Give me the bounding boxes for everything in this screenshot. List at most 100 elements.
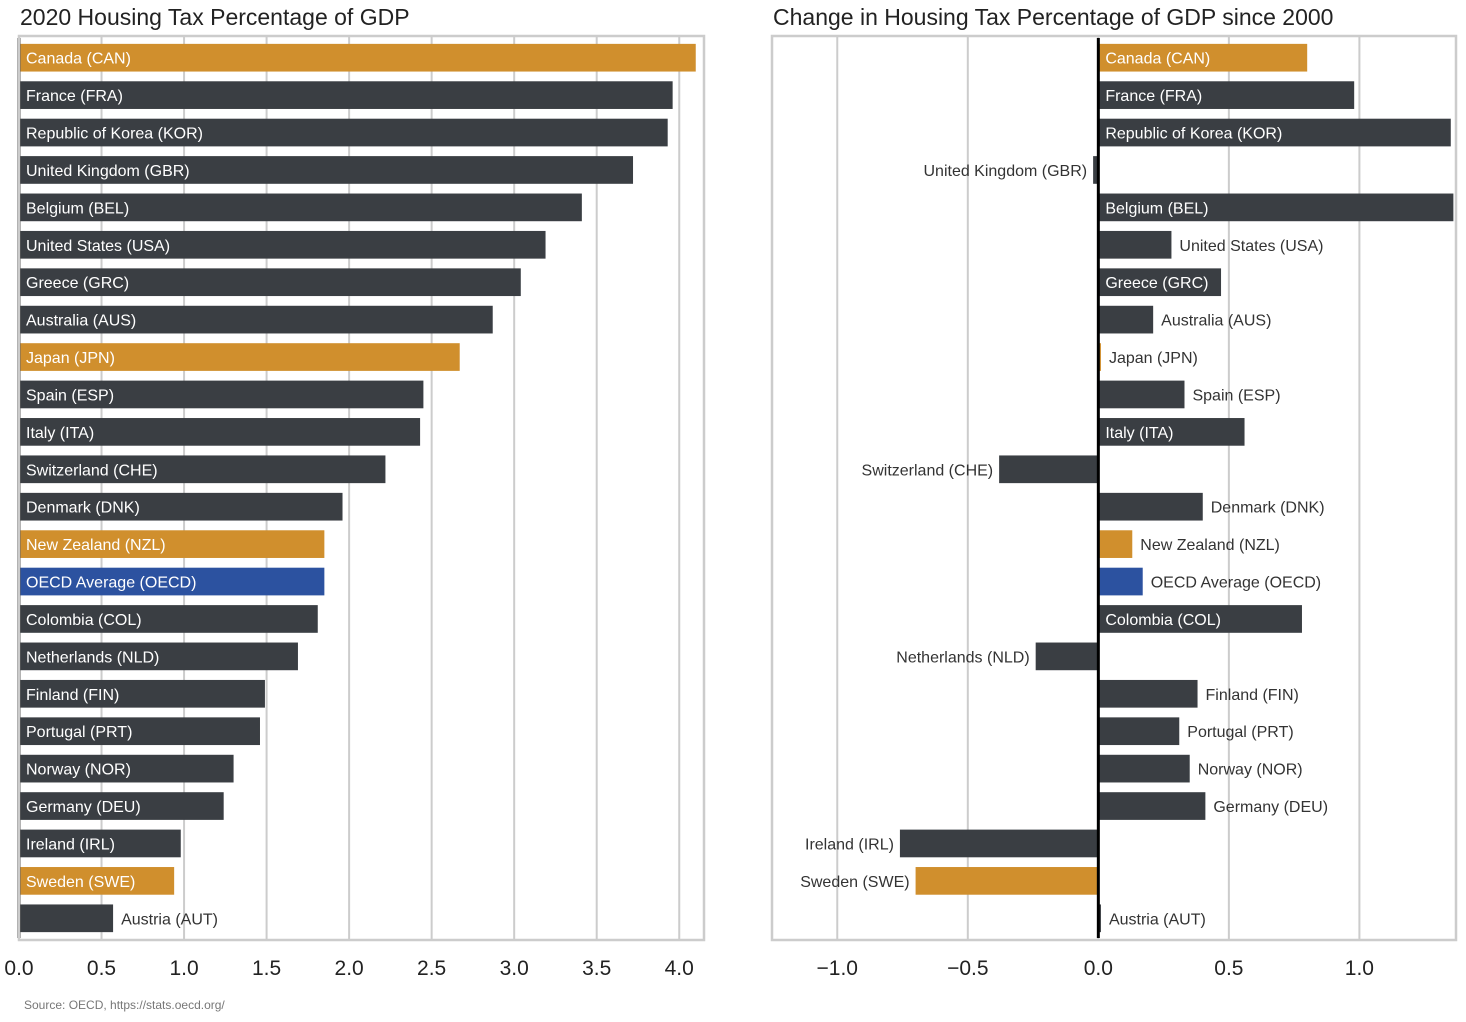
left-plot-frame <box>17 34 706 942</box>
right-bar-label: Japan (JPN) <box>1109 350 1198 367</box>
left-xtick-label: 2.5 <box>417 957 446 980</box>
right-bar <box>1035 642 1099 671</box>
right-bar <box>1098 230 1172 259</box>
right-bar <box>1098 418 1245 446</box>
left-bar-label: Switzerland (CHE) <box>26 462 158 479</box>
right-bar-label: Sweden (SWE) <box>800 874 909 891</box>
left-bar-label: Japan (JPN) <box>26 350 115 367</box>
left-bar <box>19 156 634 184</box>
left-bar-label: Republic of Korea (KOR) <box>26 126 203 143</box>
left-xtick-label: 3.5 <box>582 957 611 980</box>
left-bar <box>19 418 421 446</box>
left-bar <box>19 343 460 371</box>
right-bar <box>1098 567 1143 596</box>
left-xtick-label: 1.0 <box>169 957 198 980</box>
right-bar-label: Republic of Korea (KOR) <box>1105 126 1282 143</box>
left-bar-label: Portugal (PRT) <box>26 724 132 741</box>
right-xtick-label: 0.5 <box>1214 957 1243 980</box>
left-bar <box>19 193 582 222</box>
right-bar <box>999 455 1099 484</box>
left-bar <box>19 118 668 147</box>
left-chart-title: 2020 Housing Tax Percentage of GDP <box>20 4 410 30</box>
left-bar <box>19 81 673 109</box>
right-bar <box>1098 268 1222 297</box>
right-bar-label: Norway (NOR) <box>1198 762 1303 779</box>
left-bar <box>19 305 493 334</box>
left-bar <box>19 754 234 783</box>
right-bar <box>1093 156 1099 184</box>
left-bar <box>19 605 318 633</box>
left-bar-label: Ireland (IRL) <box>26 836 115 853</box>
right-bar-label: Ireland (IRL) <box>805 836 894 853</box>
left-bar-label: Italy (ITA) <box>26 425 94 442</box>
right-bar <box>1098 43 1308 72</box>
right-bar-label: Italy (ITA) <box>1105 425 1173 442</box>
left-bar-label: Austria (AUT) <box>121 911 218 928</box>
right-bar-label: Netherlands (NLD) <box>896 649 1029 666</box>
left-bar <box>19 717 260 746</box>
left-xtick-label: 0.0 <box>4 957 33 980</box>
left-bar <box>19 492 343 521</box>
left-bar-label: Greece (GRC) <box>26 275 129 292</box>
right-bar-label: Germany (DEU) <box>1213 799 1328 816</box>
right-bar-label: Colombia (COL) <box>1105 612 1221 629</box>
left-bar <box>19 43 696 72</box>
right-bar-label: Switzerland (CHE) <box>862 462 994 479</box>
right-bar <box>1098 530 1133 558</box>
left-xtick-label: 2.0 <box>335 957 364 980</box>
right-bar-label: Portugal (PRT) <box>1187 724 1293 741</box>
left-bar <box>19 642 298 671</box>
right-chart-title: Change in Housing Tax Percentage of GDP … <box>773 4 1334 30</box>
right-bar-label: Finland (FIN) <box>1206 687 1299 704</box>
right-bar <box>1098 754 1190 783</box>
right-bar-label: Australia (AUS) <box>1161 313 1271 330</box>
left-bar <box>19 530 325 558</box>
right-bar <box>1098 605 1302 633</box>
left-xtick-label: 1.5 <box>252 957 281 980</box>
right-bar-label: Greece (GRC) <box>1105 275 1208 292</box>
left-bar-label: Norway (NOR) <box>26 762 131 779</box>
left-bar <box>19 829 181 858</box>
left-bar-label: Denmark (DNK) <box>26 500 140 517</box>
left-bar <box>19 268 521 297</box>
left-bar <box>19 455 386 484</box>
left-bar-label: Canada (CAN) <box>26 51 131 68</box>
left-xtick-label: 0.5 <box>87 957 116 980</box>
right-xtick-label: 1.0 <box>1345 957 1374 980</box>
right-bar-label: Denmark (DNK) <box>1211 500 1325 517</box>
left-xtick-label: 3.0 <box>500 957 529 980</box>
right-bar <box>1098 792 1206 820</box>
left-bar-label: OECD Average (OECD) <box>26 575 196 592</box>
left-bar-label: Netherlands (NLD) <box>26 649 159 666</box>
right-bar <box>899 829 1099 858</box>
left-bar-label: Finland (FIN) <box>26 687 119 704</box>
right-bar-label: Austria (AUT) <box>1109 911 1206 928</box>
right-bar <box>1098 193 1454 222</box>
source-note: Source: OECD, https://stats.oecd.org/ <box>24 998 225 1012</box>
left-xtick-label: 4.0 <box>665 957 694 980</box>
right-bar-label: OECD Average (OECD) <box>1151 575 1321 592</box>
left-bar <box>19 904 114 933</box>
right-bar <box>1098 305 1154 334</box>
left-bar-label: Belgium (BEL) <box>26 200 129 217</box>
left-bar <box>19 230 546 259</box>
right-bar-label: New Zealand (NZL) <box>1140 537 1280 554</box>
left-bar-label: Australia (AUS) <box>26 313 136 330</box>
right-bar <box>1098 118 1451 147</box>
right-bar <box>1098 380 1185 409</box>
right-bar-label: Belgium (BEL) <box>1105 200 1208 217</box>
right-bar <box>1098 717 1180 746</box>
right-bar <box>1098 81 1355 109</box>
left-bar-label: United States (USA) <box>26 238 170 255</box>
left-bar-label: Spain (ESP) <box>26 387 114 404</box>
right-bar-label: United States (USA) <box>1179 238 1323 255</box>
left-chart-housing-tax-2020: 0.0 0.5 1.0 1.5 2.0 2.5 3.0 3.5 4.0 Canada (CAN) F… <box>4 34 706 980</box>
right-bar-label: France (FRA) <box>1105 88 1202 105</box>
left-bar <box>19 567 325 596</box>
right-xtick-label: −1.0 <box>817 957 858 980</box>
right-bar <box>915 867 1099 895</box>
left-bar-label: Germany (DEU) <box>26 799 141 816</box>
left-bar <box>19 867 175 895</box>
left-bar-label: Colombia (COL) <box>26 612 142 629</box>
